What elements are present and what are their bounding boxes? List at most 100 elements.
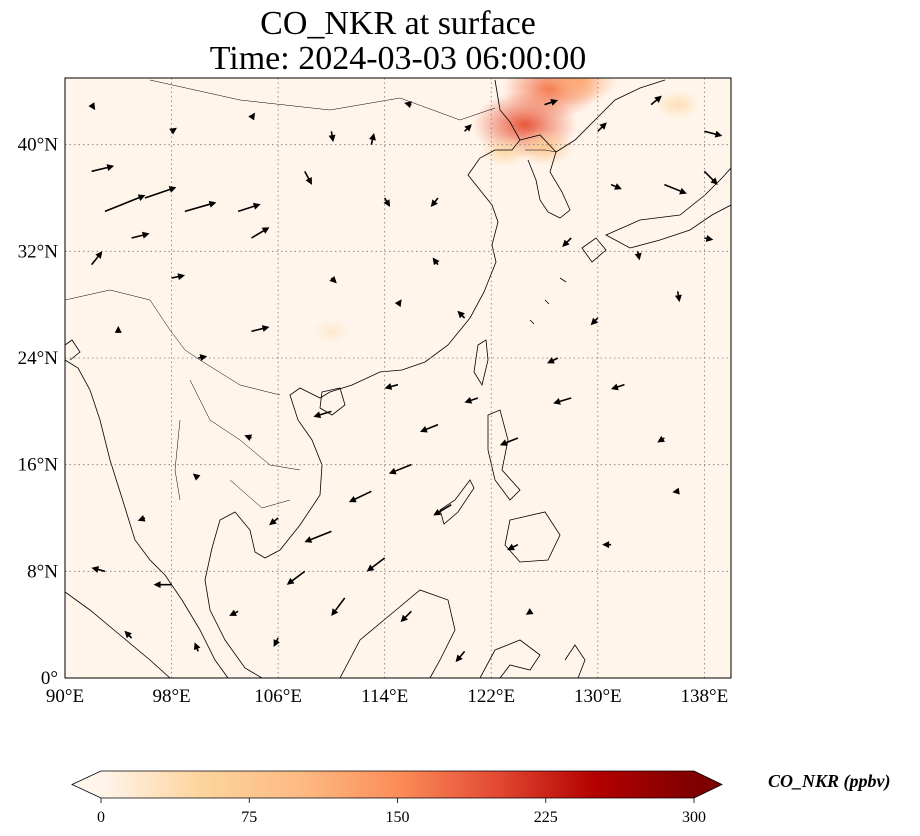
wind-vector	[286, 570, 306, 585]
map-plot-area	[64, 77, 732, 679]
wind-vector	[457, 310, 466, 319]
wind-vector	[703, 170, 718, 185]
lat-tick-label: 8°N	[27, 561, 58, 582]
wind-vector	[433, 503, 452, 516]
concentration-hotspot	[655, 90, 701, 119]
wind-vector	[104, 194, 146, 213]
lon-tick-label: 98°E	[152, 686, 190, 707]
wind-vector	[547, 357, 559, 364]
wind-vector	[304, 530, 332, 543]
colorbar-scale	[101, 771, 694, 798]
colorbar-tick-label: 0	[97, 809, 105, 826]
islands	[65, 167, 731, 678]
lat-tick-label: 24°N	[18, 348, 59, 369]
wind-vector	[171, 273, 186, 281]
colorbar-tick-label: 300	[682, 809, 706, 826]
lat-tick-label: 40°N	[18, 135, 59, 156]
wind-vector	[369, 132, 376, 145]
map-frame	[64, 77, 732, 679]
wind-vector	[394, 299, 402, 308]
coastline-korea	[519, 134, 571, 219]
island-palawan	[439, 479, 475, 525]
coastline-bangladesh	[65, 339, 81, 361]
wind-vector	[525, 608, 534, 615]
wind-vector	[400, 610, 412, 623]
wind-vector	[144, 186, 177, 199]
island-japan-honshu	[605, 167, 731, 249]
wind-vector	[193, 642, 201, 652]
lon-tick-label: 138°E	[681, 686, 729, 707]
border-indochina	[174, 359, 301, 509]
island-taiwan	[473, 339, 489, 387]
wind-vector	[251, 325, 270, 333]
island-sulawesi	[479, 639, 541, 678]
wind-vector	[88, 102, 96, 111]
wind-vectors	[88, 95, 723, 663]
wind-vector	[91, 566, 106, 573]
wind-vector	[388, 463, 412, 475]
border-china-south-asia	[65, 289, 201, 361]
island-ryukyu	[529, 277, 567, 325]
wind-vector	[313, 410, 332, 419]
wind-vector	[544, 99, 559, 106]
wind-vector	[198, 354, 208, 362]
wind-vector	[366, 557, 386, 572]
lon-tick-label: 114°E	[361, 686, 408, 707]
concentration-hotspot	[479, 135, 530, 167]
wind-vector	[384, 383, 399, 390]
coastline-myanmar-west	[65, 359, 229, 678]
wind-vector	[597, 122, 607, 132]
concentration-hotspot	[538, 78, 617, 106]
wind-vector	[192, 473, 201, 481]
wind-vector	[251, 227, 270, 239]
wind-vector	[553, 397, 572, 405]
wind-vector	[419, 423, 439, 433]
lat-tick-label: 32°N	[18, 241, 59, 262]
wind-vector	[329, 275, 337, 284]
wind-vector	[602, 541, 612, 549]
concentration-hotspot	[515, 128, 574, 166]
wind-vector	[650, 95, 662, 106]
island-halmahera	[564, 644, 586, 678]
concentration-hotspot	[311, 319, 351, 344]
lon-tick-label: 130°E	[574, 686, 622, 707]
wind-vector	[704, 130, 723, 138]
wind-vector	[432, 257, 440, 266]
colorbar-label: CO_NKR (ppbv)	[768, 771, 891, 791]
island-borneo	[339, 589, 456, 678]
border-china-mongolia	[149, 79, 496, 121]
wind-vector	[248, 112, 256, 121]
wind-vector	[331, 597, 346, 616]
wind-vector	[634, 251, 642, 261]
wind-vector	[304, 170, 312, 185]
map-axis-labels: 90°E 98°E 106°E 114°E 122°E 130°E 138°E 0° 8°N 16…	[18, 135, 729, 707]
wind-vector	[269, 517, 279, 526]
wind-vector	[464, 124, 472, 132]
wind-vector	[610, 383, 625, 391]
wind-vector	[664, 183, 687, 195]
wind-vector	[674, 291, 682, 303]
wind-vector	[507, 543, 519, 551]
island-luzon	[487, 409, 521, 501]
wind-vector	[383, 197, 391, 207]
island-sumatra	[65, 591, 171, 678]
wind-vector	[184, 200, 217, 213]
coastlines	[65, 79, 666, 678]
wind-vector	[348, 490, 372, 503]
wind-vector	[124, 630, 133, 639]
island-japan-kyushu	[581, 237, 607, 263]
colorbar-tick-label: 75	[241, 809, 257, 826]
wind-vector	[430, 197, 439, 207]
wind-vector	[273, 637, 280, 647]
map-title: CO_NKR at surface	[260, 5, 536, 42]
wind-vector	[237, 202, 261, 213]
lon-tick-label: 90°E	[46, 686, 84, 707]
colorbar-tick-label: 225	[534, 809, 558, 826]
colorbar-ticks: 0 75 150 225 300	[97, 798, 706, 826]
wind-vector	[91, 164, 115, 173]
coastline-manchuria-east	[555, 79, 666, 153]
lat-tick-label: 16°N	[18, 455, 59, 476]
wind-vector	[404, 101, 412, 108]
island-mindanao	[504, 511, 561, 563]
